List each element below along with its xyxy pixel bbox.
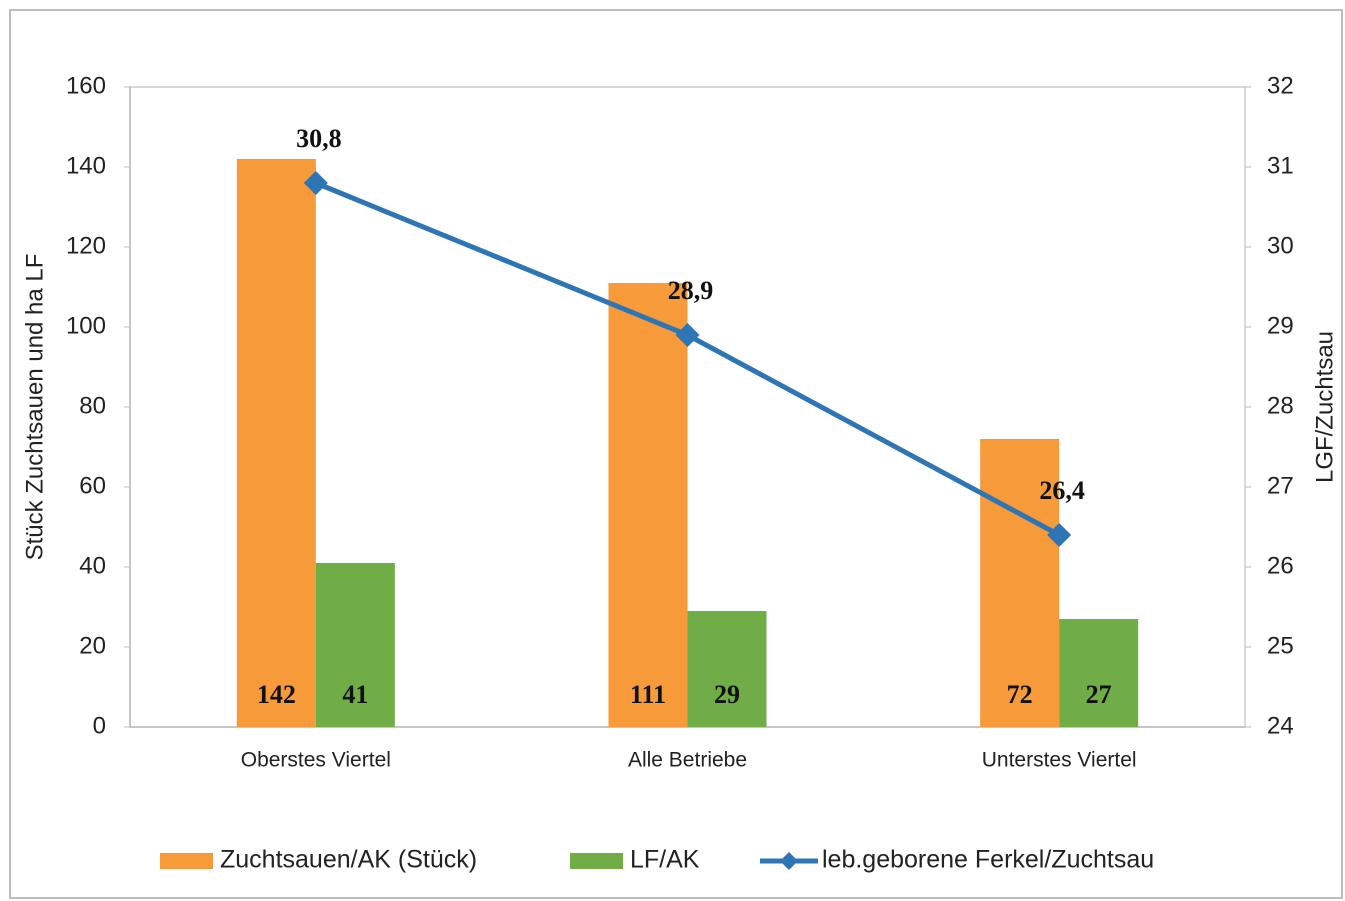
data-label: 26,4: [1039, 476, 1085, 505]
line-marker: [1047, 523, 1072, 547]
legend-swatch: [160, 853, 213, 869]
data-label: 27: [1086, 680, 1112, 709]
data-label: 111: [630, 680, 666, 709]
y-tick-label: 140: [66, 152, 106, 179]
y2-tick-label: 30: [1267, 232, 1294, 259]
y2-tick-label: 24: [1267, 712, 1294, 739]
x-tick-label: Unterstes Viertel: [982, 749, 1137, 772]
x-tick-label: Alle Betriebe: [628, 749, 747, 772]
bar: [687, 611, 767, 727]
y-tick-label: 60: [79, 472, 106, 499]
data-label: 142: [257, 680, 296, 709]
y2-tick-label: 25: [1267, 632, 1294, 659]
y-tick-label: 80: [79, 392, 106, 419]
y2-axis-label: LGF/Zuchtsau: [1311, 331, 1338, 483]
y-tick-label: 0: [93, 712, 106, 739]
bar: [608, 283, 688, 727]
bar: [980, 439, 1060, 727]
x-tick-label: Oberstes Viertel: [241, 749, 391, 772]
data-label: 28,9: [668, 276, 714, 305]
y2-tick-label: 32: [1267, 72, 1294, 99]
legend-label: LF/AK: [630, 846, 700, 874]
y-tick-label: 40: [79, 552, 106, 579]
legend-swatch-marker: [780, 852, 798, 870]
line-marker: [303, 171, 328, 195]
y-axis-label: Stück Zuchtsauen und ha LF: [21, 254, 48, 561]
y-tick-label: 100: [66, 312, 106, 339]
y2-tick-label: 31: [1267, 152, 1294, 179]
y-tick-label: 20: [79, 632, 106, 659]
y-tick-label: 160: [66, 72, 106, 99]
bar: [236, 159, 316, 727]
y2-tick-label: 29: [1267, 312, 1294, 339]
legend-label: leb.geborene Ferkel/Zuchtsau: [822, 846, 1154, 874]
y2-tick-label: 28: [1267, 392, 1294, 419]
data-label: 41: [342, 680, 368, 709]
data-label: 30,8: [296, 124, 342, 153]
bar: [315, 563, 395, 727]
bar: [1059, 619, 1139, 727]
data-label: 29: [714, 680, 740, 709]
y2-tick-label: 27: [1267, 472, 1294, 499]
data-label: 72: [1007, 680, 1033, 709]
y-tick-label: 120: [66, 232, 106, 259]
legend-swatch: [570, 853, 623, 869]
line-marker: [675, 323, 700, 347]
legend-label: Zuchtsauen/AK (Stück): [220, 846, 477, 874]
y2-tick-label: 26: [1267, 552, 1294, 579]
